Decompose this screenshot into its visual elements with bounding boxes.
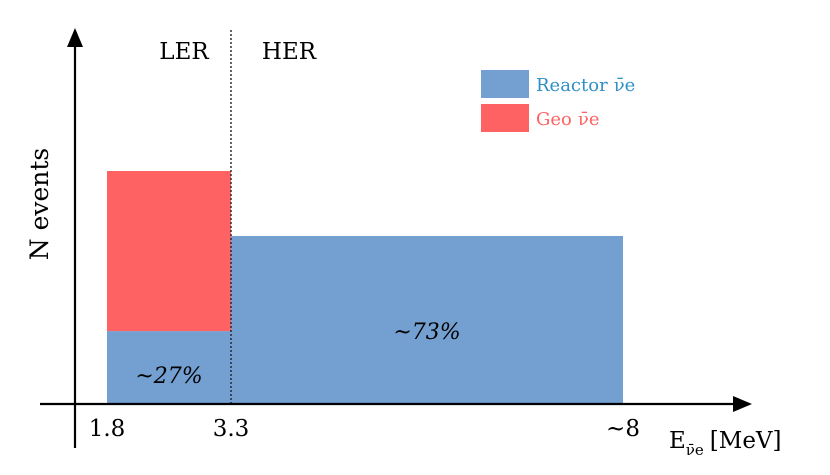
legend-swatch-reactor [481, 70, 529, 98]
x-axis-label-unit: [MeV] [710, 428, 782, 454]
x-axis-label-subscript: ν̄e [686, 441, 704, 459]
x-tick-label-2: ~8 [606, 416, 640, 442]
x-tick-label-1: 3.3 [213, 416, 250, 442]
y-axis-arrowhead [67, 28, 83, 47]
region-labels: LER HER [159, 39, 316, 65]
legend: Reactor ν̄e Geo ν̄e [481, 70, 635, 132]
x-tick-label-0: 1.8 [89, 416, 126, 442]
bar-reactor-0 [107, 331, 231, 403]
x-axis-label: Eν̄e [MeV] [669, 428, 782, 459]
legend-swatch-geo [481, 104, 529, 132]
legend-reactor-symbol: ν̄e [614, 75, 636, 96]
y-axis-label: N events [25, 148, 54, 261]
x-axis-label-symbol: E [669, 428, 686, 454]
legend-geo-name: Geo [536, 109, 572, 130]
legend-label-geo: Geo ν̄e [536, 109, 599, 130]
bar-reactor-1 [231, 235, 623, 403]
region-label-her: HER [262, 39, 317, 65]
legend-label-reactor: Reactor ν̄e [536, 75, 635, 96]
x-tick-labels: 1.8 3.3 ~8 [89, 416, 640, 442]
legend-geo-symbol: ν̄e [578, 109, 600, 130]
percent-annotations: ~27% ~73% [135, 320, 460, 389]
legend-reactor-name: Reactor [536, 75, 608, 96]
region-label-ler: LER [159, 39, 209, 65]
bars-group [107, 171, 623, 403]
bar-geo-0 [107, 171, 231, 332]
x-axis-arrowhead [733, 396, 752, 412]
annotation-1: ~73% [393, 320, 460, 345]
annotation-0: ~27% [135, 364, 202, 389]
